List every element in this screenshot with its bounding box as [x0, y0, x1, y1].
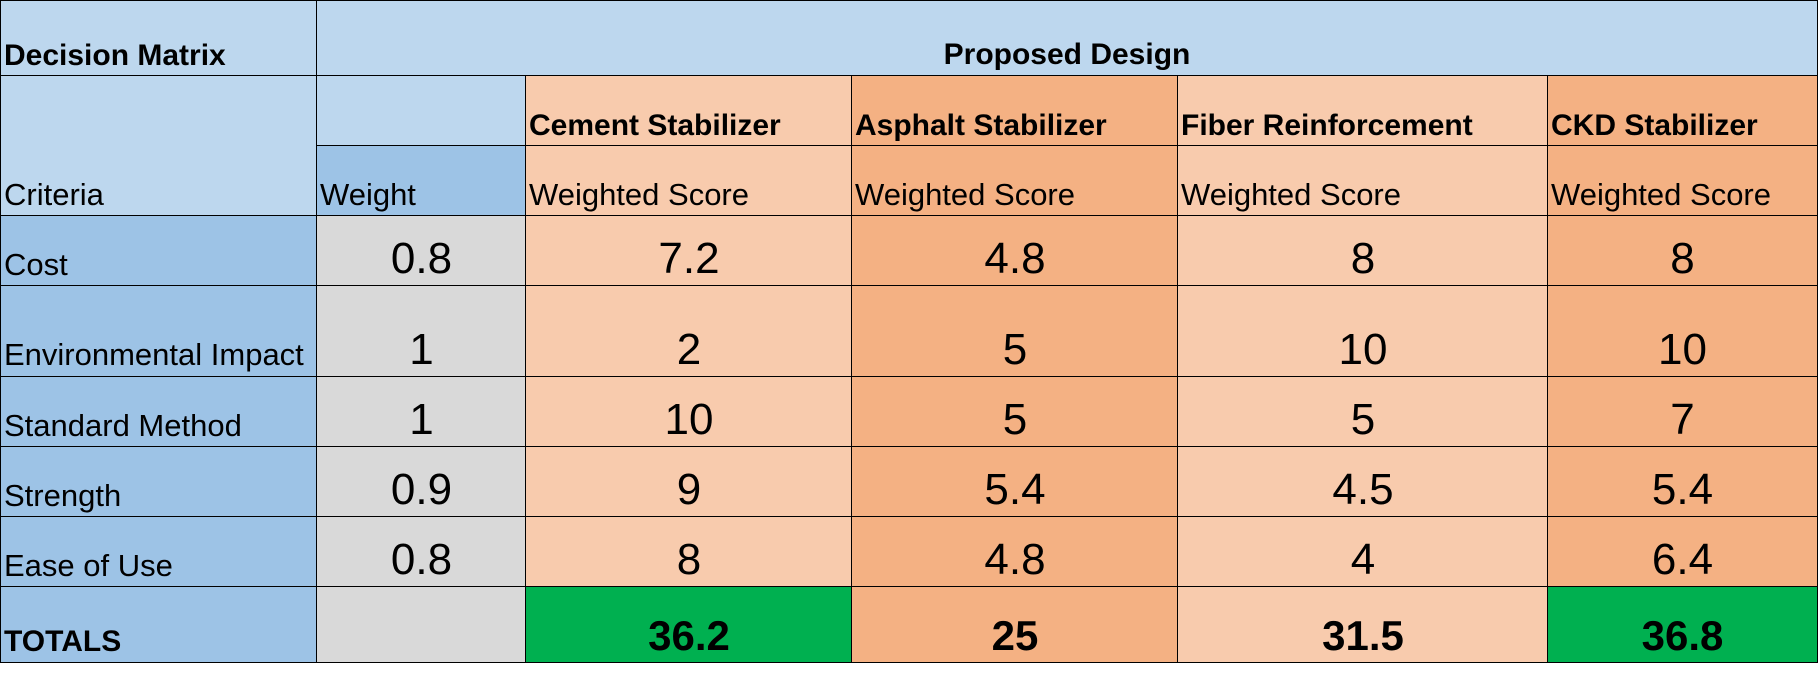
design-header-asphalt: Asphalt Stabilizer — [851, 75, 1179, 147]
criterion-strength: Strength — [0, 446, 318, 518]
subheader-fiber: Weighted Score — [1177, 145, 1549, 217]
proposed-design-header: Proposed Design — [316, 0, 1818, 77]
score-standard-cement: 10 — [525, 376, 853, 448]
score-ease-fiber: 4 — [1177, 516, 1549, 588]
score-strength-asphalt: 5.4 — [851, 446, 1179, 518]
decision-matrix-title: Decision Matrix — [0, 0, 318, 77]
score-standard-ckd: 7 — [1547, 376, 1818, 448]
total-cement: 36.2 — [525, 586, 853, 663]
score-environmental-ckd: 10 — [1547, 285, 1818, 378]
weight-standard-method: 1 — [316, 376, 527, 448]
score-cost-fiber: 8 — [1177, 215, 1549, 287]
totals-label: TOTALS — [0, 586, 318, 663]
weight-header-spacer — [316, 75, 527, 147]
score-ease-asphalt: 4.8 — [851, 516, 1179, 588]
score-environmental-cement: 2 — [525, 285, 853, 378]
weight-cost: 0.8 — [316, 215, 527, 287]
total-fiber: 31.5 — [1177, 586, 1549, 663]
score-environmental-fiber: 10 — [1177, 285, 1549, 378]
weight-environmental-impact: 1 — [316, 285, 527, 378]
weight-strength: 0.9 — [316, 446, 527, 518]
design-header-fiber: Fiber Reinforcement — [1177, 75, 1549, 147]
weight-header: Weight — [316, 145, 527, 217]
score-environmental-asphalt: 5 — [851, 285, 1179, 378]
subheader-cement: Weighted Score — [525, 145, 853, 217]
design-header-ckd: CKD Stabilizer — [1547, 75, 1818, 147]
score-cost-ckd: 8 — [1547, 215, 1818, 287]
score-standard-fiber: 5 — [1177, 376, 1549, 448]
total-ckd: 36.8 — [1547, 586, 1818, 663]
total-asphalt: 25 — [851, 586, 1179, 663]
score-strength-cement: 9 — [525, 446, 853, 518]
score-ease-ckd: 6.4 — [1547, 516, 1818, 588]
weight-ease-of-use: 0.8 — [316, 516, 527, 588]
score-strength-ckd: 5.4 — [1547, 446, 1818, 518]
subheader-ckd: Weighted Score — [1547, 145, 1818, 217]
design-header-cement: Cement Stabilizer — [525, 75, 853, 147]
criterion-standard-method: Standard Method — [0, 376, 318, 448]
subheader-asphalt: Weighted Score — [851, 145, 1179, 217]
criterion-environmental-impact: Environmental Impact — [0, 285, 318, 378]
criterion-ease-of-use: Ease of Use — [0, 516, 318, 588]
score-cost-cement: 7.2 — [525, 215, 853, 287]
score-cost-asphalt: 4.8 — [851, 215, 1179, 287]
score-ease-cement: 8 — [525, 516, 853, 588]
score-strength-fiber: 4.5 — [1177, 446, 1549, 518]
criteria-header: Criteria — [0, 75, 318, 217]
criterion-cost: Cost — [0, 215, 318, 287]
totals-weight-blank — [316, 586, 527, 663]
score-standard-asphalt: 5 — [851, 376, 1179, 448]
